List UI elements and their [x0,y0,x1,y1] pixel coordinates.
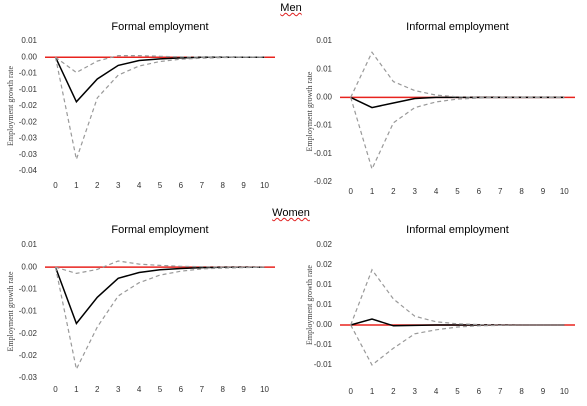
y-tick-label: -0.02 [19,117,38,126]
y-axis-label: Employment growth rate [6,271,15,351]
x-tick-label: 7 [200,385,205,394]
x-tick-label: 3 [413,387,418,396]
y-axis-label: Employment growth rate [6,66,15,146]
x-tick-label: 3 [413,187,418,196]
x-tick-label: 8 [519,387,524,396]
x-tick-label: 4 [434,187,439,196]
x-tick-label: 4 [137,385,142,394]
section-heading: Women [272,207,310,219]
y-tick-label: 0.00 [316,93,332,102]
y-tick-label: -0.03 [19,373,38,382]
y-tick-label: -0.01 [19,85,38,94]
x-tick-label: 8 [221,181,226,190]
y-tick-label: 0.01 [316,300,332,309]
x-tick-label: 9 [541,387,546,396]
x-tick-label: 1 [370,187,375,196]
y-tick-label: -0.01 [19,284,38,293]
x-tick-label: 2 [391,387,396,396]
series-line [54,56,265,162]
x-tick-label: 9 [541,187,546,196]
x-tick-label: 5 [158,385,163,394]
x-tick-label: 1 [370,387,375,396]
chart-title: Informal employment [406,224,509,236]
y-tick-label: -0.04 [19,166,38,175]
y-tick-label: -0.02 [19,329,38,338]
chart-title: Formal employment [111,21,208,33]
series-line [55,55,265,74]
y-tick-label: -0.03 [19,150,38,159]
x-tick-label: 10 [560,187,569,196]
series-line [350,51,565,98]
x-tick-label: 0 [53,385,58,394]
series-line [54,266,265,326]
y-tick-label: 0.00 [316,320,332,329]
x-tick-label: 10 [260,385,269,394]
y-tick-label: 0.02 [316,240,332,249]
series-line [350,268,565,326]
y-tick-label: -0.01 [314,360,333,369]
x-tick-label: 7 [200,181,205,190]
y-tick-label: 0.01 [316,36,332,45]
section-heading: Men [280,2,302,14]
y-tick-label: -0.02 [314,177,333,186]
chart-title: Formal employment [111,224,208,236]
series-line [350,324,565,366]
y-tick-label: 0.01 [21,36,37,45]
x-tick-label: 2 [95,385,100,394]
x-tick-label: 6 [179,385,184,394]
y-tick-label: -0.02 [19,101,38,110]
x-tick-label: 4 [137,181,142,190]
y-axis-label: Employment growth rate [305,265,314,345]
series-line [54,56,265,104]
x-tick-label: 7 [498,187,503,196]
x-tick-label: 10 [260,181,269,190]
y-tick-label: 0.02 [316,260,332,269]
x-tick-label: 5 [455,387,460,396]
y-tick-label: -0.03 [19,134,38,143]
x-tick-label: 7 [498,387,503,396]
x-tick-label: 5 [158,181,163,190]
x-tick-label: 5 [455,187,460,196]
y-tick-label: 0.00 [21,52,37,61]
y-tick-label: -0.02 [19,351,38,360]
x-tick-label: 8 [519,187,524,196]
x-tick-label: 3 [116,181,121,190]
x-tick-label: 8 [221,385,226,394]
x-tick-label: 6 [477,187,482,196]
x-tick-label: 3 [116,385,121,394]
series-line [55,260,265,275]
y-tick-label: 0.00 [21,262,37,271]
y-tick-label: 0.01 [316,64,332,73]
series-line [350,96,565,109]
y-tick-label: 0.01 [21,240,37,249]
x-tick-label: 6 [477,387,482,396]
x-tick-label: 9 [241,181,246,190]
x-tick-label: 0 [348,387,353,396]
x-tick-label: 2 [391,187,396,196]
chart-title: Informal employment [406,21,509,33]
series-line [54,266,265,371]
y-tick-label: 0.01 [316,280,332,289]
x-tick-label: 1 [74,385,79,394]
y-tick-label: -0.01 [314,149,333,158]
x-tick-label: 6 [179,181,184,190]
x-tick-label: 0 [348,187,353,196]
x-tick-label: 2 [95,181,100,190]
x-tick-label: 4 [434,387,439,396]
x-tick-label: 0 [53,181,58,190]
y-tick-label: -0.01 [19,69,38,78]
x-tick-label: 1 [74,181,79,190]
series-line [350,96,565,171]
y-axis-label: Employment growth rate [305,71,314,151]
x-tick-label: 9 [241,385,246,394]
y-tick-label: -0.01 [314,121,333,130]
y-tick-label: -0.01 [314,340,333,349]
x-tick-label: 10 [560,387,569,396]
y-tick-label: -0.01 [19,307,38,316]
